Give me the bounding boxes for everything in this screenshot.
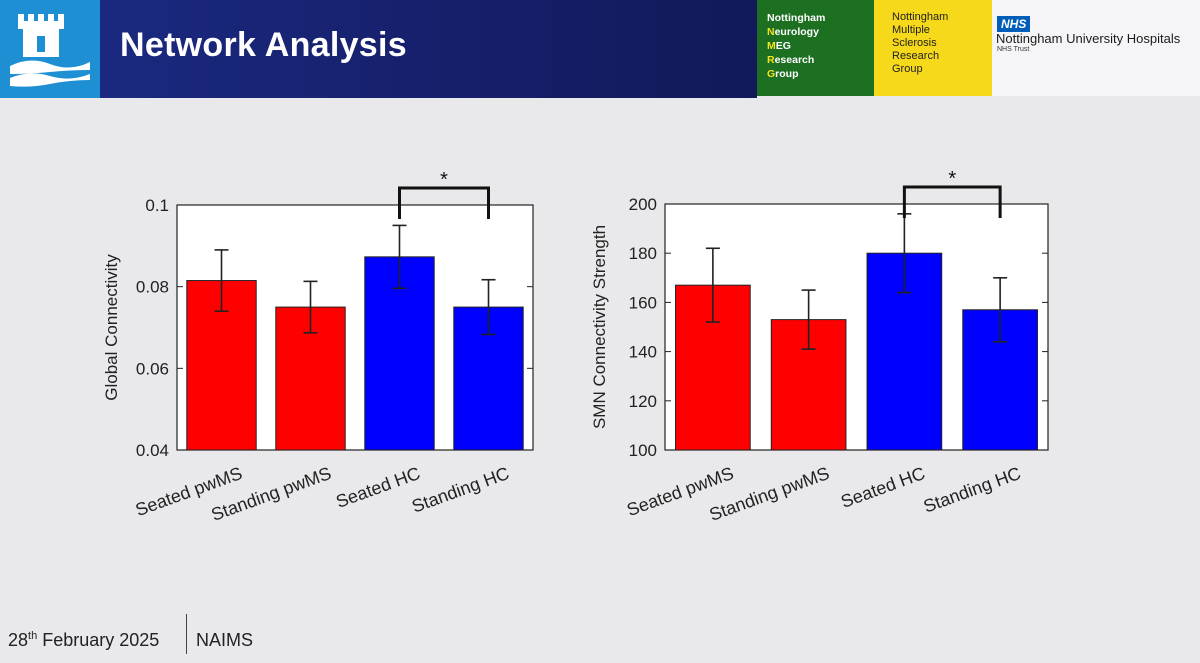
error-bar [481, 278, 496, 336]
nnmrg-line: Group [767, 68, 799, 80]
nnmrg-text: Nottingham Neurology MEG Research Group [767, 11, 825, 81]
castle-icon [10, 14, 90, 87]
title-banner [0, 0, 757, 98]
error-bar [705, 247, 720, 323]
nmsrg-logo: Nottingham Multiple Sclerosis Research G… [874, 0, 992, 96]
slide-header: Network Analysis Nottingham Neurology ME… [0, 0, 1200, 98]
footer-divider [186, 614, 187, 654]
y-tick-label: 0.06 [136, 359, 169, 378]
nnmrg-line: Neurology [767, 26, 819, 38]
y-tick-label: 140 [629, 343, 657, 362]
error-bar [303, 280, 318, 334]
nnmrg-line: MEG [767, 40, 791, 52]
y-axis-label: SMN Connectivity Strength [590, 225, 609, 429]
nhs-trust-name: Nottingham University Hospitals [996, 31, 1181, 46]
significance-star: * [948, 168, 956, 190]
footer-event: NAIMS [196, 630, 254, 650]
x-tick-label: Standing HC [921, 463, 1024, 517]
y-tick-label: 0.04 [136, 441, 169, 460]
nmsrg-line: Multiple [892, 24, 930, 36]
error-bar [801, 289, 816, 350]
nhs-logo: NHS Nottingham University Hospitals NHS … [992, 0, 1200, 96]
nnmrg-logo: Nottingham Neurology MEG Research Group [757, 0, 874, 96]
nmsrg-text: Nottingham Multiple Sclerosis Research G… [892, 11, 948, 76]
footer-date: 28th February 2025 [8, 630, 160, 650]
university-logo [0, 0, 100, 98]
x-tick-label: Seated HC [838, 463, 928, 512]
nmsrg-line: Group [892, 63, 923, 75]
y-tick-label: 200 [629, 195, 657, 214]
y-tick-label: 100 [629, 441, 657, 460]
error-bar [214, 249, 229, 312]
nnmrg-line: Nottingham [767, 12, 826, 24]
significance-star: * [440, 169, 448, 191]
nmsrg-line: Nottingham [892, 11, 949, 23]
slide-title: Network Analysis [120, 26, 407, 64]
error-bar [392, 224, 407, 290]
y-axis-label: Global Connectivity [102, 254, 121, 401]
nmsrg-line: Sclerosis [892, 37, 937, 49]
nhs-trust-label: NHS Trust [997, 46, 1030, 53]
significance-bracket [398, 186, 490, 219]
nmsrg-line: Research [892, 50, 940, 62]
y-tick-label: 0.08 [136, 278, 169, 297]
error-bar [993, 276, 1008, 343]
y-tick-label: 180 [629, 244, 657, 263]
nhs-badge: NHS [997, 16, 1031, 32]
y-tick-label: 160 [629, 293, 657, 312]
y-tick-label: 120 [629, 392, 657, 411]
nnmrg-line: Research [767, 54, 815, 66]
y-tick-label: 0.1 [145, 196, 169, 215]
significance-bracket [902, 185, 1002, 218]
